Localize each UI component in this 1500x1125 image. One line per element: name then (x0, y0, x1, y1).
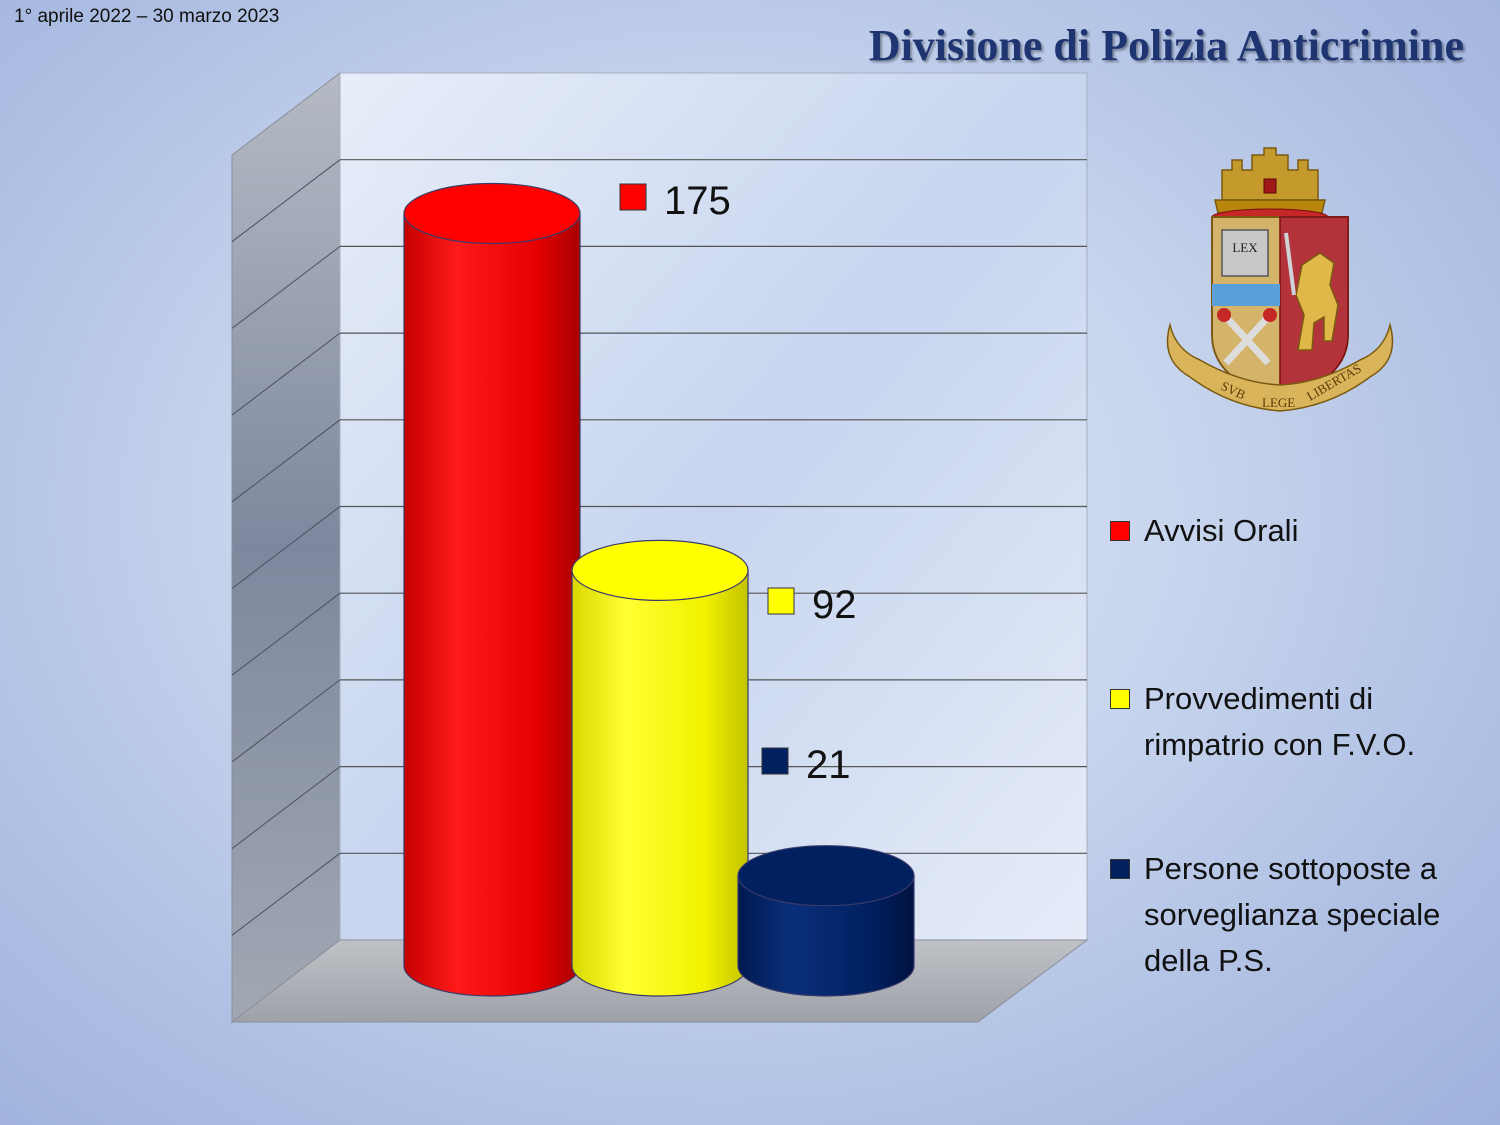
legend-swatch (1110, 859, 1130, 879)
bar-1 (403, 182, 581, 997)
gridline-side (231, 246, 341, 329)
gridline-side (231, 332, 341, 416)
data-label-swatch (761, 747, 789, 775)
gridline-side (231, 679, 341, 763)
data-label-swatch (767, 587, 795, 615)
bar-body (403, 212, 581, 997)
legend-label: Persone sottoposte a sorveglianza specia… (1144, 851, 1441, 978)
gridline-side (231, 852, 341, 936)
gridline-side (231, 419, 341, 503)
bar-top (737, 845, 915, 907)
bars (403, 182, 915, 997)
gridline-side (231, 506, 341, 589)
bar-2 (571, 539, 749, 997)
legend-swatch (1110, 521, 1130, 541)
page-title: Divisione di Polizia Anticrimine (868, 21, 1464, 70)
bar-top (403, 182, 581, 245)
shield-icon: LEX (1211, 216, 1349, 402)
gridline-side (231, 592, 341, 676)
data-label: 175 (664, 179, 731, 223)
date-range: 1° aprile 2022 – 30 marzo 2023 (14, 6, 280, 27)
gridline-side (231, 159, 341, 243)
legend-item-avvisi: Avvisi Orali (1110, 508, 1464, 554)
bar-3 (737, 845, 915, 997)
bar-body (737, 875, 915, 997)
gridline-side (231, 766, 341, 849)
legend-item-rimpatrio: Provvedimenti di rimpatrio con F.V.O. (1110, 676, 1464, 768)
data-labels: 175 92 21 (619, 179, 857, 787)
polizia-emblem: LEX SVB LEGE LIBERTAS (1166, 147, 1394, 412)
legend-swatch (1110, 689, 1130, 709)
legend-label: Provvedimenti di rimpatrio con F.V.O. (1144, 681, 1416, 762)
data-label: 21 (806, 743, 851, 787)
motto-word-2: LEGE (1262, 395, 1295, 410)
legend-label: Avvisi Orali (1144, 513, 1299, 548)
data-label-swatch (619, 183, 647, 211)
data-label: 92 (812, 583, 857, 627)
legend-item-sorveglianza: Persone sottoposte a sorveglianza specia… (1110, 846, 1464, 984)
bar-body (571, 569, 749, 997)
crown-icon (1211, 147, 1329, 226)
emblem-book-text: LEX (1232, 240, 1258, 255)
bar-top (571, 539, 749, 602)
